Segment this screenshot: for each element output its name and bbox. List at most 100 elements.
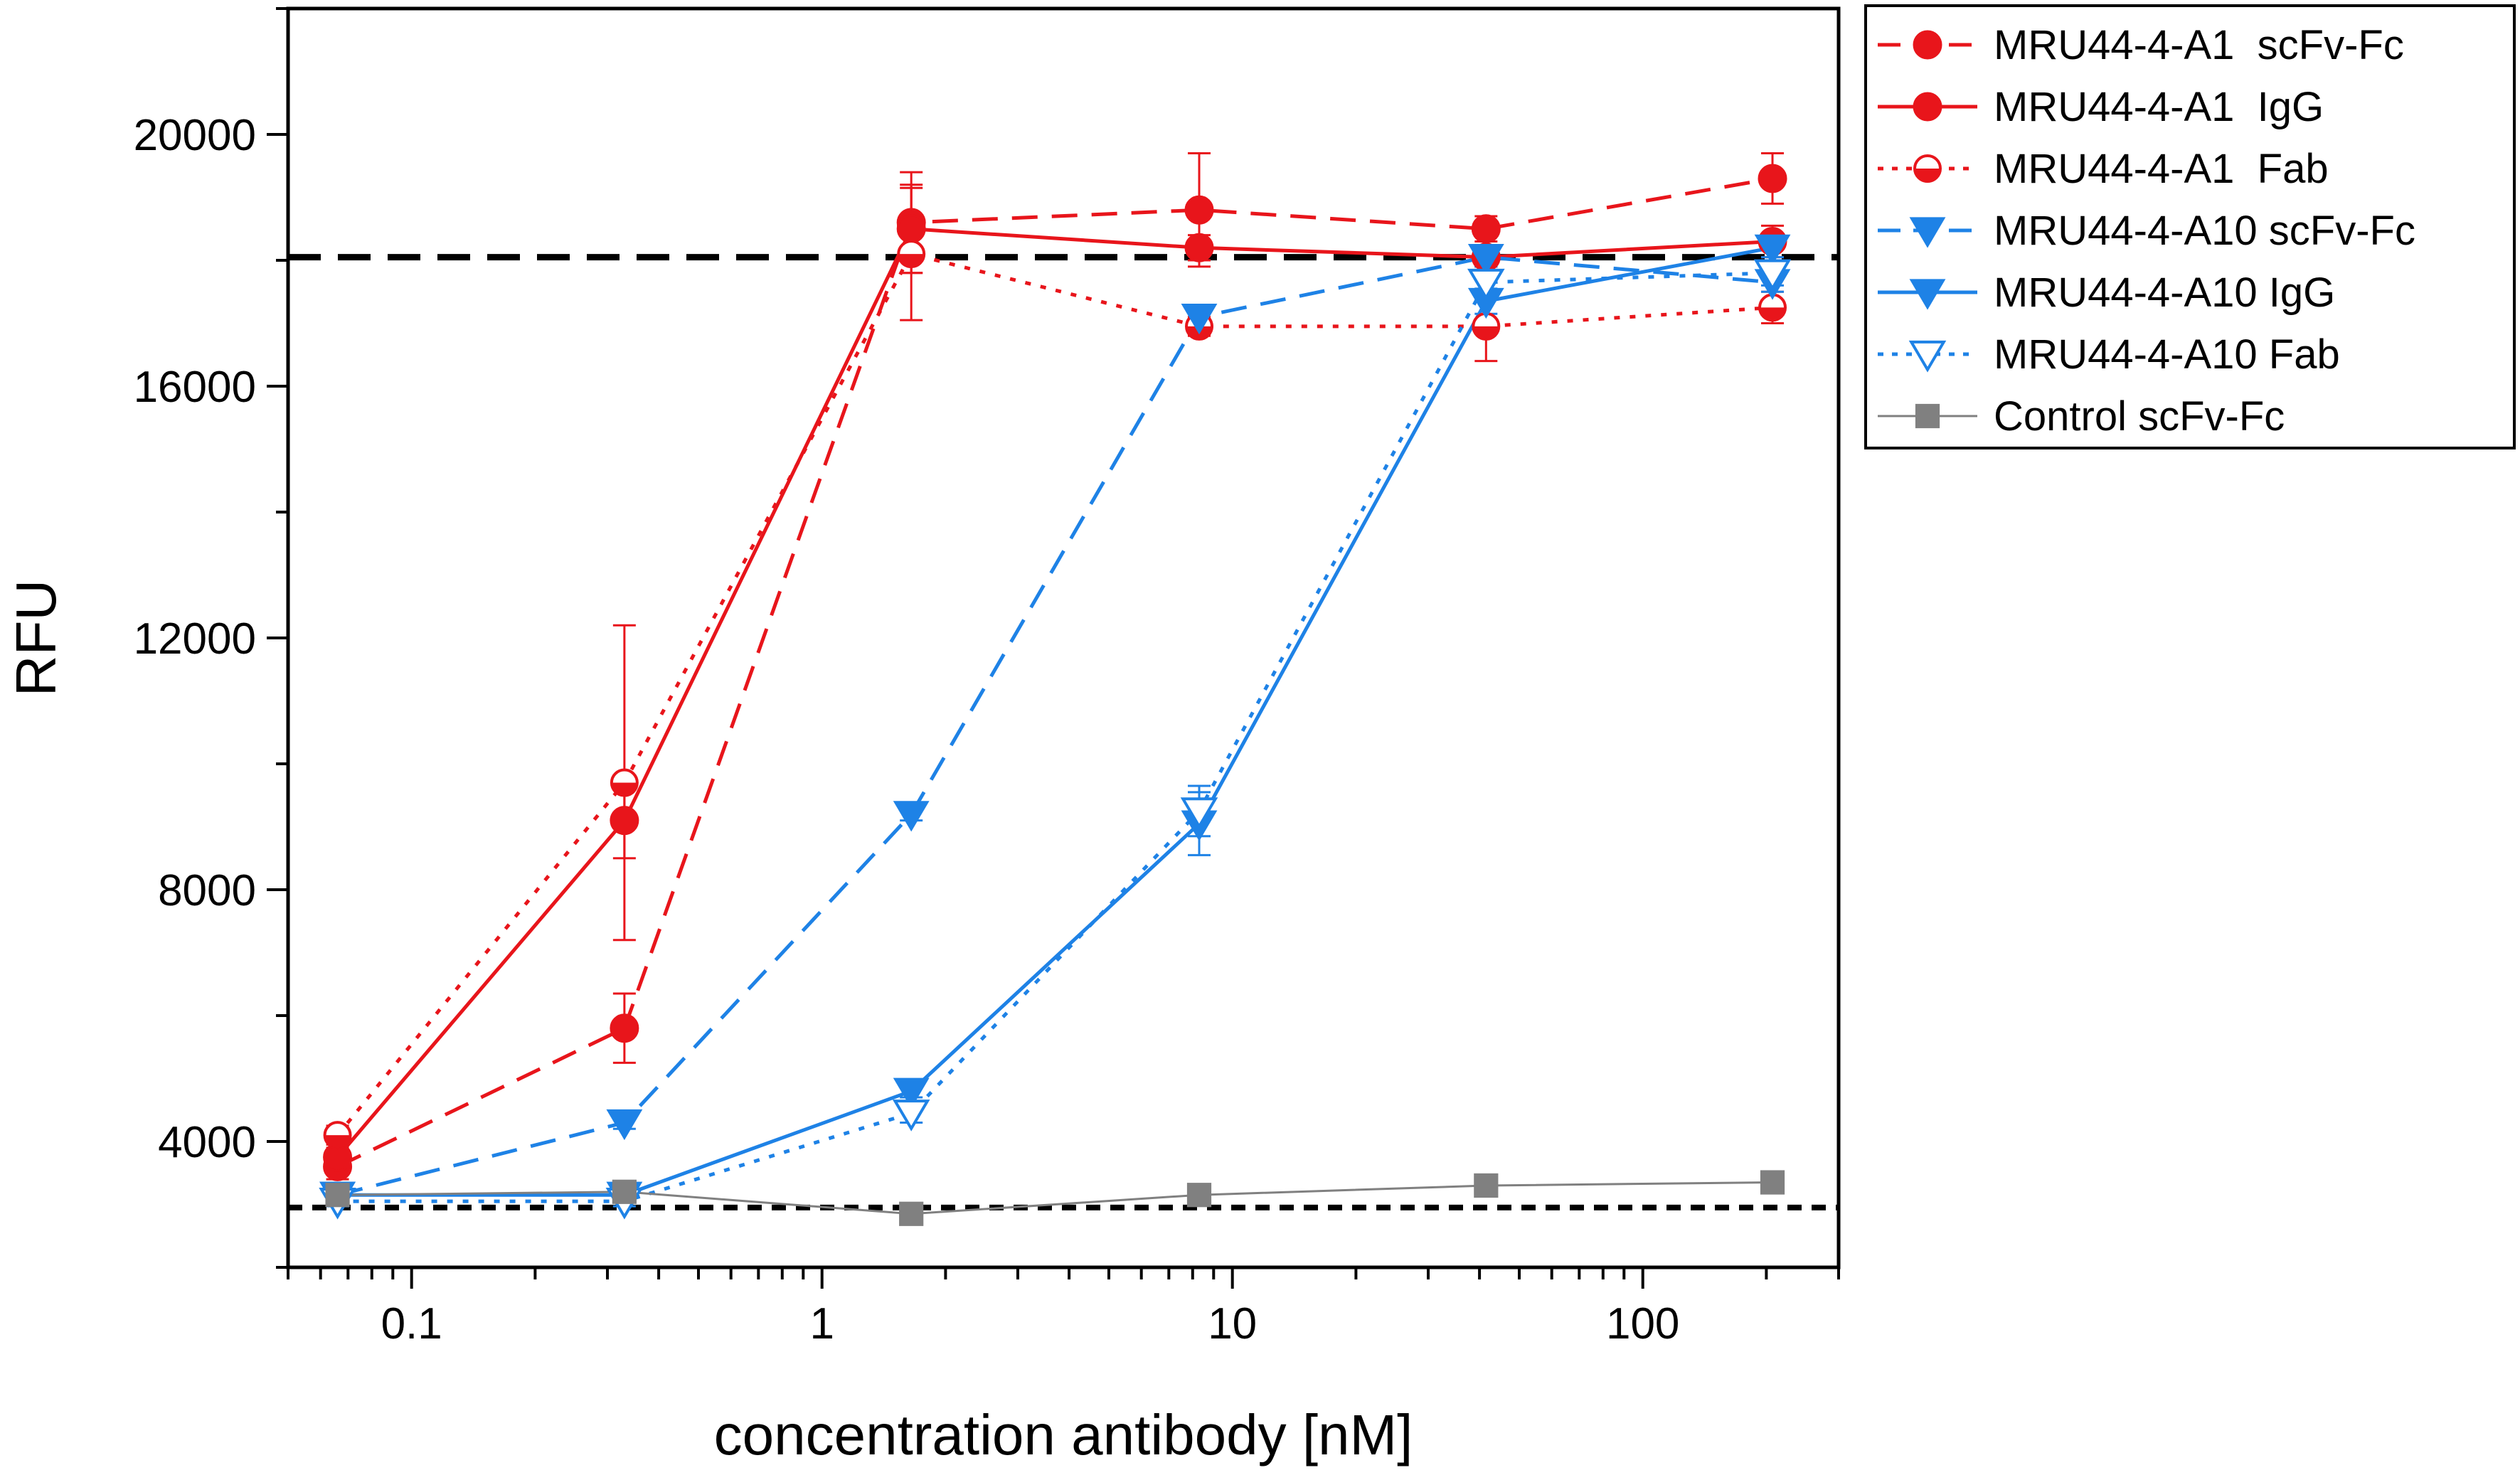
square-shape bbox=[1474, 1173, 1499, 1198]
series-4-point bbox=[606, 1109, 643, 1141]
square-shape bbox=[1915, 403, 1940, 429]
legend-marker-sample bbox=[1909, 279, 1946, 310]
x-axis: 0.1 1 10 100 bbox=[287, 1267, 1840, 1348]
square-shape bbox=[1760, 1170, 1785, 1195]
square-shape bbox=[325, 1183, 350, 1208]
legend-item-1: MRU44-4-A1 scFv-Fc bbox=[1878, 22, 2404, 68]
triangle-shape bbox=[1467, 243, 1504, 275]
series-6-point bbox=[892, 1100, 930, 1132]
legend-item-7: Control scFv-Fc bbox=[1878, 393, 2285, 440]
legend-label: MRU44-4-A1 Fab bbox=[1994, 146, 2329, 192]
series-5-point bbox=[1754, 234, 1791, 265]
series-6-point bbox=[1467, 268, 1505, 301]
half-fill-shape bbox=[324, 1135, 351, 1149]
y-tick-label: 20000 bbox=[134, 111, 256, 160]
series-6-point bbox=[1753, 259, 1792, 292]
triangle-shape bbox=[1181, 304, 1218, 335]
square-shape bbox=[899, 1201, 924, 1226]
y-axis-title: RFU bbox=[4, 580, 68, 696]
legend-label: MRU44-4-A10 IgG bbox=[1994, 270, 2335, 316]
triangle-shape bbox=[1909, 217, 1946, 248]
legend-marker-sample bbox=[1908, 340, 1947, 373]
series-7-line bbox=[337, 1181, 1773, 1215]
series-5-line bbox=[337, 245, 1773, 1197]
series-3-line bbox=[336, 252, 1773, 1136]
y-axis: 4000 8000 12000 16000 20000 bbox=[134, 7, 288, 1269]
legend-item-3: MRU44-4-A1 Fab bbox=[1878, 146, 2329, 192]
series-3-point bbox=[323, 1121, 352, 1150]
error-bars bbox=[326, 152, 1785, 1208]
series-4-point bbox=[1181, 304, 1218, 335]
series-2-point bbox=[896, 214, 926, 244]
triangle-shape bbox=[893, 801, 930, 832]
series-lines bbox=[336, 176, 1773, 1215]
triangle-shape bbox=[892, 1100, 930, 1132]
legend-item-5: MRU44-4-A10 IgG bbox=[1878, 270, 2335, 316]
triangle-shape bbox=[1180, 797, 1218, 829]
legend-label: MRU44-4-A10 scFv-Fc bbox=[1994, 208, 2415, 254]
circle-shape bbox=[1913, 92, 1942, 122]
half-fill-shape bbox=[1915, 169, 1940, 181]
series-4-point bbox=[893, 801, 930, 832]
series-3-point bbox=[610, 768, 639, 797]
y-tick-label: 12000 bbox=[134, 614, 256, 664]
legend-item-6: MRU44-4-A10 Fab bbox=[1878, 331, 2340, 378]
legend-marker-sample bbox=[1913, 154, 1942, 183]
legend-label: MRU44-4-A1 scFv-Fc bbox=[1994, 22, 2404, 68]
series-7-point bbox=[1760, 1170, 1785, 1195]
legend-marker-sample bbox=[1915, 403, 1940, 429]
series-1-point bbox=[1471, 214, 1501, 244]
triangle-shape bbox=[893, 1077, 930, 1109]
series-1-line bbox=[336, 176, 1773, 1168]
series-4-line bbox=[336, 255, 1773, 1197]
series-5-point bbox=[893, 1077, 930, 1109]
circle-shape bbox=[610, 806, 639, 836]
x-tick-label: 1 bbox=[809, 1299, 834, 1348]
legend-marker-sample bbox=[1913, 30, 1942, 60]
circle-shape bbox=[1184, 233, 1214, 262]
x-tick-label: 10 bbox=[1208, 1299, 1257, 1348]
half-fill-shape bbox=[898, 254, 925, 267]
circle-shape bbox=[1758, 164, 1787, 193]
series-7-point bbox=[1186, 1183, 1212, 1208]
legend-marker-sample bbox=[1913, 92, 1942, 122]
circle-shape bbox=[1913, 30, 1942, 60]
series-1-point bbox=[610, 1013, 639, 1043]
legend-marker-sample bbox=[1909, 217, 1946, 248]
series-2-point bbox=[610, 806, 639, 836]
half-fill-shape bbox=[611, 782, 637, 796]
triangle-shape bbox=[1908, 340, 1947, 373]
legend-item-2: MRU44-4-A1 IgG bbox=[1878, 84, 2324, 130]
y-tick-label: 8000 bbox=[158, 866, 256, 915]
triangle-shape bbox=[606, 1109, 643, 1141]
series-6-point bbox=[1180, 797, 1218, 829]
y-tick-label: 4000 bbox=[158, 1118, 256, 1167]
series-4-point bbox=[1467, 243, 1504, 275]
series-6-line bbox=[337, 271, 1773, 1203]
series-3-point bbox=[897, 240, 926, 269]
series-1-point bbox=[1758, 164, 1787, 193]
legend-label: Control scFv-Fc bbox=[1994, 393, 2285, 440]
circle-shape bbox=[1471, 214, 1501, 244]
x-axis-title: concentration antibody [nM] bbox=[714, 1403, 1413, 1466]
half-fill-shape bbox=[1473, 326, 1499, 339]
square-shape bbox=[1186, 1183, 1212, 1208]
series-7-point bbox=[1474, 1173, 1499, 1198]
triangle-shape bbox=[1467, 268, 1505, 301]
legend-item-4: MRU44-4-A10 scFv-Fc bbox=[1878, 208, 2415, 254]
reference-lines bbox=[288, 254, 1839, 1210]
series-7-point bbox=[899, 1201, 924, 1226]
circle-shape bbox=[610, 1013, 639, 1043]
legend-frame bbox=[1864, 4, 2516, 449]
legend-label: MRU44-4-A1 IgG bbox=[1994, 84, 2324, 130]
series-3-point bbox=[1472, 312, 1501, 341]
series-7-point bbox=[325, 1183, 350, 1208]
legend-label: MRU44-4-A10 Fab bbox=[1994, 331, 2340, 378]
circle-shape bbox=[896, 214, 926, 244]
series-1-point bbox=[1184, 195, 1214, 225]
data-markers bbox=[319, 164, 1792, 1226]
triangle-shape bbox=[1753, 259, 1792, 292]
half-fill-shape bbox=[1760, 307, 1786, 321]
series-2-point bbox=[1184, 233, 1214, 262]
